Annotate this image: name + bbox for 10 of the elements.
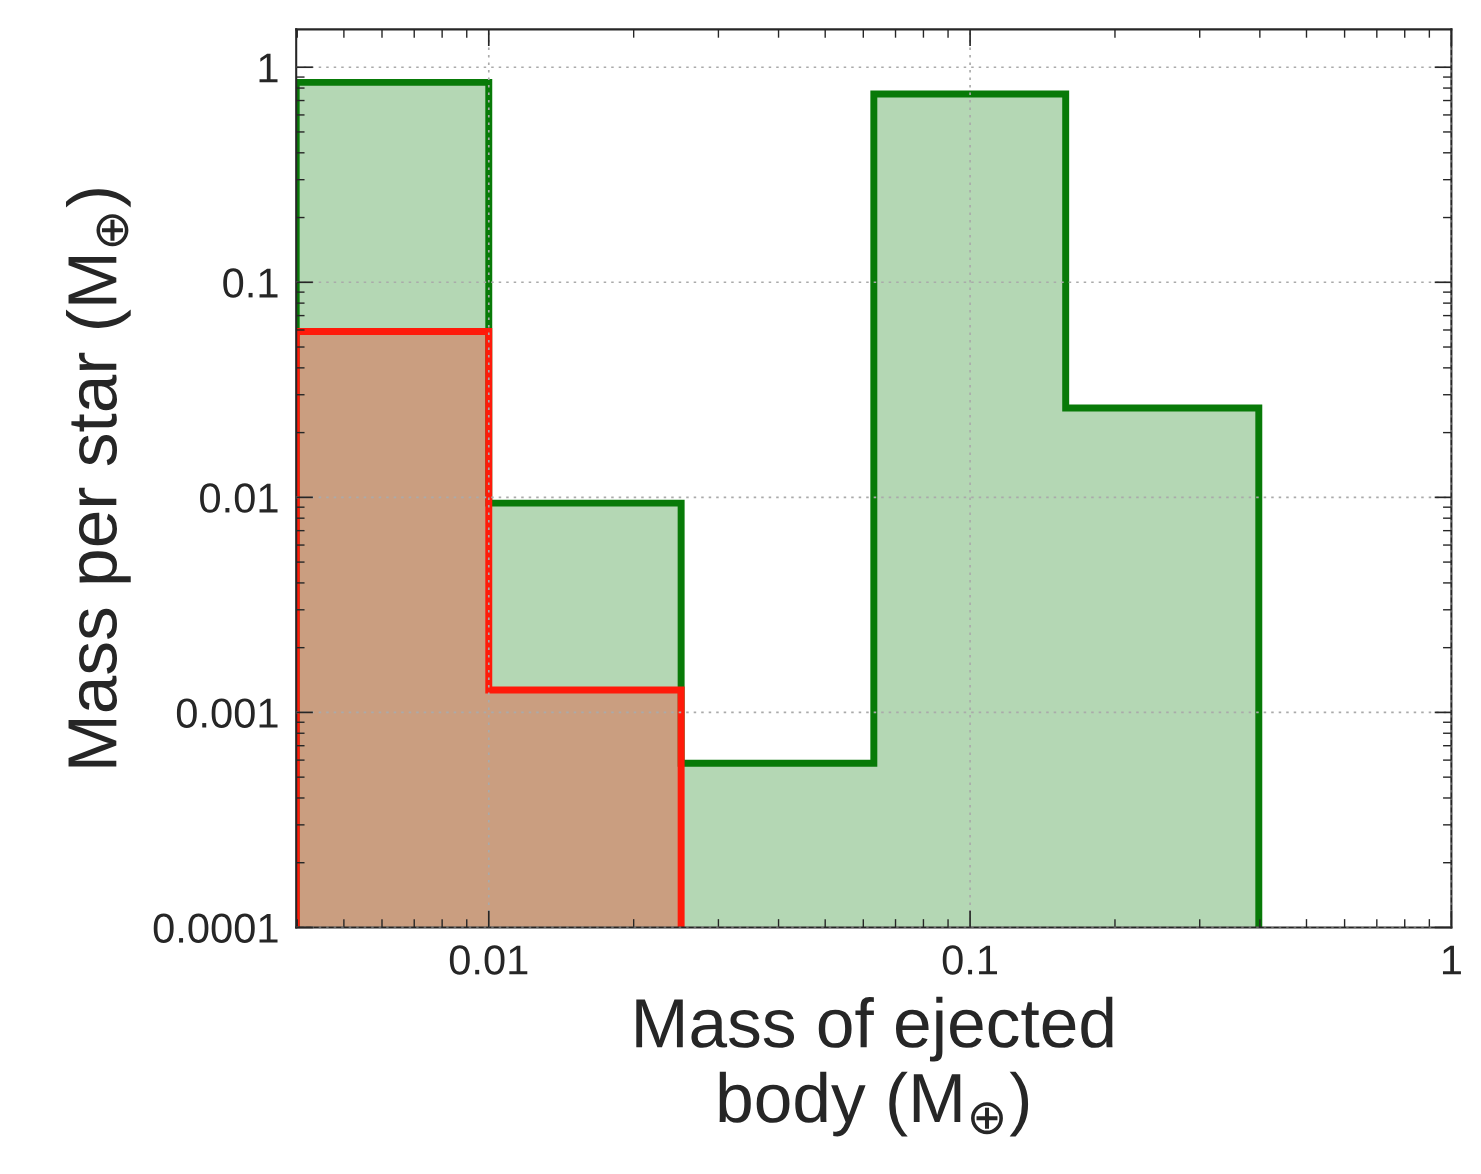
y-tick-label: 0.001 — [176, 698, 278, 728]
x-tick-label: 1 — [1442, 945, 1461, 975]
y-axis-title: Mass per star (M$_{⊕}$) — [65, 189, 131, 767]
x-tick-label: 0.01 — [449, 945, 528, 975]
x-tick-label: 0.1 — [942, 945, 998, 975]
y-tick-label: 0.01 — [200, 483, 278, 513]
y-tick-label: 1 — [259, 53, 278, 83]
x-axis-title: Mass of ejected body (M$_{⊕}$) — [636, 996, 1113, 1137]
y-tick-label: 0.0001 — [153, 913, 278, 943]
y-tick-label: 0.1 — [223, 268, 278, 298]
